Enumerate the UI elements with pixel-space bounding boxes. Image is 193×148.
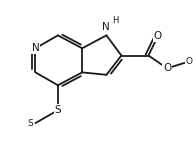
Text: S: S	[28, 119, 34, 128]
Text: H: H	[113, 16, 119, 25]
Text: S: S	[55, 105, 61, 115]
Text: O: O	[154, 31, 162, 41]
Text: O: O	[163, 63, 171, 73]
Text: N: N	[102, 22, 109, 32]
Text: O: O	[186, 57, 193, 66]
Text: N: N	[32, 43, 39, 53]
